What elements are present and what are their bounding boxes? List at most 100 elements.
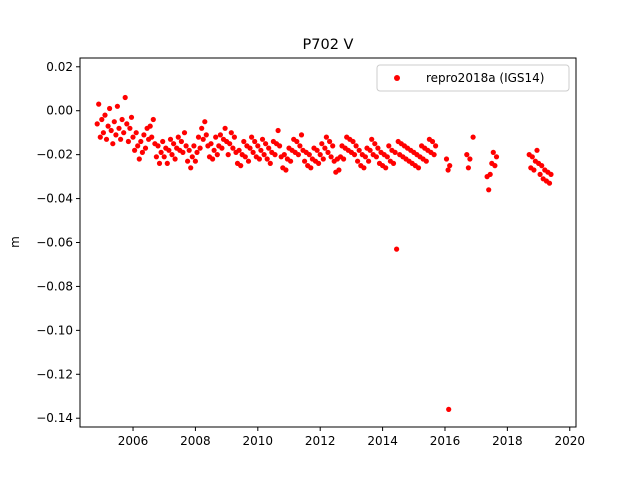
points-layer bbox=[94, 94, 554, 412]
data-point bbox=[111, 119, 117, 125]
data-point bbox=[172, 156, 178, 162]
data-point bbox=[110, 141, 116, 147]
data-point bbox=[367, 147, 373, 153]
data-point bbox=[118, 136, 124, 142]
data-point bbox=[202, 119, 208, 125]
y-axis: 0.02 0.00 −0.02 −0.04 −0.06 −0.08 −0.10 −0.12 −0… bbox=[36, 60, 80, 425]
x-tick-label: 2018 bbox=[492, 434, 523, 448]
data-point bbox=[142, 145, 149, 151]
y-tick-label: −0.14 bbox=[36, 411, 73, 425]
x-tick-label: 2014 bbox=[367, 434, 398, 448]
data-point bbox=[164, 160, 170, 166]
data-point bbox=[245, 158, 252, 164]
data-point bbox=[369, 136, 375, 142]
data-point bbox=[219, 145, 225, 151]
data-point bbox=[258, 147, 264, 153]
data-point bbox=[294, 138, 300, 145]
data-point bbox=[316, 160, 322, 166]
data-point bbox=[191, 143, 197, 149]
data-point bbox=[529, 154, 535, 160]
data-point bbox=[328, 154, 334, 160]
data-point bbox=[361, 165, 367, 171]
data-point bbox=[470, 134, 476, 140]
data-point bbox=[105, 123, 111, 129]
data-point bbox=[113, 132, 119, 138]
data-point bbox=[383, 165, 389, 171]
data-point bbox=[249, 134, 255, 140]
data-point bbox=[283, 167, 289, 173]
x-tick-label: 2016 bbox=[430, 434, 461, 448]
data-point bbox=[227, 141, 233, 147]
data-point bbox=[372, 141, 378, 147]
data-point bbox=[99, 116, 105, 123]
data-point bbox=[242, 154, 248, 160]
data-point bbox=[180, 149, 186, 155]
data-point bbox=[464, 152, 470, 158]
legend: repro2018a (IGS14) bbox=[376, 64, 570, 92]
data-point bbox=[351, 152, 358, 158]
data-point bbox=[302, 158, 308, 164]
data-point bbox=[222, 125, 228, 131]
data-point bbox=[259, 136, 266, 142]
data-point bbox=[195, 134, 202, 140]
data-point bbox=[366, 158, 372, 164]
y-axis-label: m bbox=[8, 236, 22, 248]
data-point bbox=[133, 130, 139, 136]
data-point bbox=[492, 163, 498, 169]
data-point bbox=[256, 156, 262, 162]
data-point bbox=[102, 112, 108, 118]
data-point bbox=[169, 152, 175, 158]
data-point bbox=[336, 167, 342, 173]
data-point bbox=[103, 136, 110, 142]
y-tick-label: 0.00 bbox=[46, 104, 73, 118]
data-point bbox=[135, 143, 141, 149]
data-point bbox=[132, 147, 138, 153]
data-point bbox=[362, 154, 368, 160]
data-point bbox=[447, 163, 453, 169]
data-point bbox=[445, 167, 451, 173]
data-point bbox=[392, 149, 398, 155]
data-point bbox=[264, 156, 270, 162]
data-point bbox=[537, 171, 543, 177]
plot-area bbox=[79, 57, 577, 428]
data-point bbox=[136, 156, 142, 162]
data-point bbox=[272, 152, 278, 158]
data-point bbox=[100, 130, 106, 136]
data-point bbox=[114, 103, 120, 109]
data-point bbox=[183, 143, 189, 149]
data-point bbox=[108, 127, 114, 134]
data-point bbox=[238, 163, 244, 169]
data-point bbox=[261, 152, 267, 158]
data-point bbox=[96, 101, 102, 107]
x-tick-label: 2008 bbox=[180, 434, 211, 448]
data-point bbox=[210, 156, 216, 162]
data-point bbox=[539, 163, 545, 169]
data-point bbox=[465, 165, 471, 171]
data-point bbox=[217, 132, 223, 138]
x-tick-label: 2006 bbox=[118, 434, 149, 448]
y-tick-label: −0.10 bbox=[36, 323, 73, 337]
data-point bbox=[490, 149, 496, 155]
data-point bbox=[167, 136, 174, 142]
y-tick-label: −0.12 bbox=[36, 367, 73, 381]
data-point bbox=[197, 145, 203, 151]
data-point bbox=[122, 94, 128, 101]
legend-marker bbox=[394, 75, 400, 81]
data-point bbox=[186, 147, 192, 153]
data-point bbox=[236, 147, 242, 153]
data-point bbox=[275, 127, 281, 134]
data-point bbox=[330, 143, 336, 149]
data-point bbox=[355, 158, 361, 164]
data-point bbox=[188, 165, 194, 171]
data-point bbox=[124, 121, 130, 127]
data-point bbox=[493, 154, 500, 160]
data-point bbox=[443, 156, 450, 162]
data-point bbox=[94, 121, 100, 127]
data-point bbox=[203, 132, 209, 138]
data-point bbox=[375, 145, 381, 151]
data-point bbox=[322, 145, 328, 151]
data-point bbox=[127, 125, 133, 131]
data-point bbox=[211, 147, 217, 153]
data-point bbox=[194, 149, 200, 155]
